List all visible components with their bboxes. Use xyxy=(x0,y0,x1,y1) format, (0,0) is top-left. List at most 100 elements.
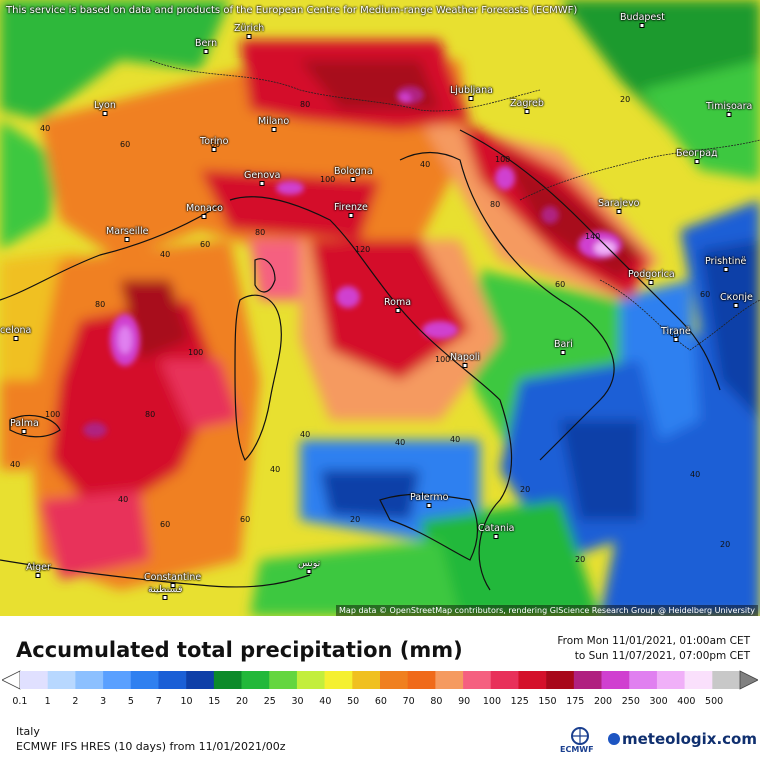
city-monaco: Monaco xyxy=(186,203,223,214)
city-roma: Roma xyxy=(384,297,412,308)
contour-label: 60 xyxy=(200,240,211,249)
period-to: to Sun 11/07/2021, 07:00pm CET xyxy=(574,650,750,662)
contour-label: 20 xyxy=(720,540,731,549)
scale-color-cell xyxy=(546,671,575,689)
balkan-borders xyxy=(519,139,760,201)
scale-color-cell xyxy=(380,671,408,689)
scale-color-cell xyxy=(269,671,298,689)
contour-label: 60 xyxy=(160,520,171,529)
contour-label: 80 xyxy=(300,100,311,109)
contour-label: 120 xyxy=(355,245,371,254)
scale-color-cell xyxy=(656,671,685,689)
contour-label: 40 xyxy=(160,250,171,259)
scale-tick-label: 250 xyxy=(621,696,640,707)
scale-color-cell xyxy=(518,671,547,689)
chart-title: Accumulated total precipitation (mm) xyxy=(16,638,463,662)
contour-label: 80 xyxy=(255,228,266,237)
corsica-coast xyxy=(254,258,276,293)
contour-label: 80 xyxy=(490,200,501,209)
contour-label: 20 xyxy=(620,95,631,104)
contour-label: 60 xyxy=(120,140,131,149)
contour-label: 40 xyxy=(420,160,431,169)
precipitation-field xyxy=(0,0,760,616)
scale-color-cell xyxy=(463,671,492,689)
city-bern: Bern xyxy=(195,38,218,49)
contour-label: 140 xyxy=(585,232,601,241)
scale-tick-label: 50 xyxy=(347,696,360,707)
meteologix-globe-icon xyxy=(608,733,620,745)
scale-tick-label: 25 xyxy=(263,696,276,707)
scale-tick-labels: 0.1 1 2 3 5 7 10 15 20 25 30 40 50 60 70 80 90 100 125 150 1… xyxy=(12,696,742,710)
color-scale-bar xyxy=(2,670,758,690)
contour-label: 40 xyxy=(395,438,406,447)
contour-label: 100 xyxy=(188,348,204,357)
city-tirane: Tiranë xyxy=(661,326,691,337)
city-firenze: Firenze xyxy=(334,202,368,213)
scale-color-cell xyxy=(103,671,132,689)
city-milano: Milano xyxy=(258,116,290,127)
adriatic-east-coast xyxy=(459,129,721,391)
city-bologna: Bologna xyxy=(334,166,373,177)
scale-tick-label: 90 xyxy=(458,696,471,707)
scale-tick-label: 3 xyxy=(100,696,107,707)
contour-label: 20 xyxy=(520,485,531,494)
ecmwf-logo-icon xyxy=(571,727,589,745)
sardinia-coast xyxy=(234,294,282,462)
contour-label: 60 xyxy=(555,280,566,289)
scale-color-cell xyxy=(213,671,242,689)
contour-label: 20 xyxy=(350,515,361,524)
scale-tick-label: 300 xyxy=(649,696,668,707)
ecmwf-logo-text: ECMWF xyxy=(560,745,594,754)
city-constantine: Constantine xyxy=(144,572,202,583)
italy-east-coast xyxy=(399,151,615,461)
scale-min-arrow xyxy=(2,670,21,690)
contour-label: 40 xyxy=(270,465,281,474)
city-pristine: Prishtinë xyxy=(705,256,747,267)
scale-tick-label: 125 xyxy=(510,696,529,707)
scale-color-cell xyxy=(75,671,104,689)
contour-label: 40 xyxy=(118,495,129,504)
city-ljubljana: Ljubljana xyxy=(450,85,493,96)
contour-label: 20 xyxy=(575,555,586,564)
albania-borders xyxy=(599,279,760,351)
city-zurich: Zürich xyxy=(234,23,265,34)
contour-label: 100 xyxy=(45,410,61,419)
scale-tick-label: 500 xyxy=(705,696,724,707)
scale-color-cell xyxy=(629,671,658,689)
contour-label: 40 xyxy=(40,124,51,133)
contour-label: 40 xyxy=(10,460,21,469)
precipitation-map: This service is based on data and produc… xyxy=(0,0,760,616)
scale-tick-label: 100 xyxy=(482,696,502,707)
scale-color-cell xyxy=(407,671,436,689)
city-palermo: Palermo xyxy=(410,492,449,503)
contour-label: 40 xyxy=(450,435,461,444)
scale-color-cell xyxy=(435,671,464,689)
scale-tick-label: 5 xyxy=(127,696,134,707)
city-palma: Palma xyxy=(10,418,39,429)
italy-west-coast xyxy=(229,196,513,591)
alpine-borders xyxy=(149,59,541,112)
scale-color-cell xyxy=(684,671,713,689)
scale-color-cell xyxy=(573,671,602,689)
contour-label: 100 xyxy=(435,355,451,364)
city-beograd: Београд xyxy=(676,148,718,159)
scale-tick-label: 30 xyxy=(291,696,304,707)
scale-color-cell xyxy=(296,671,325,689)
scale-color-cell xyxy=(20,671,48,689)
scale-tick-label: 1 xyxy=(44,696,51,707)
meteologix-logo[interactable]: meteologix.com xyxy=(608,730,757,748)
city-zagreb: Zagreb xyxy=(510,98,544,109)
city-podgorica: Podgorica xyxy=(628,269,675,280)
scale-tick-label: 175 xyxy=(566,696,585,707)
scale-color-cell xyxy=(130,671,159,689)
region-label: Italy xyxy=(16,725,40,738)
city-lyon: Lyon xyxy=(94,100,116,111)
contour-label: 60 xyxy=(700,290,711,299)
scale-tick-label: 0.1 xyxy=(12,696,28,707)
scale-color-cell xyxy=(712,671,741,689)
contour-label: 80 xyxy=(145,410,156,419)
city-barcelona: celona xyxy=(0,325,32,336)
scale-tick-label: 400 xyxy=(677,696,696,707)
scale-color-cell xyxy=(186,671,215,689)
scale-color-cell xyxy=(47,671,76,689)
